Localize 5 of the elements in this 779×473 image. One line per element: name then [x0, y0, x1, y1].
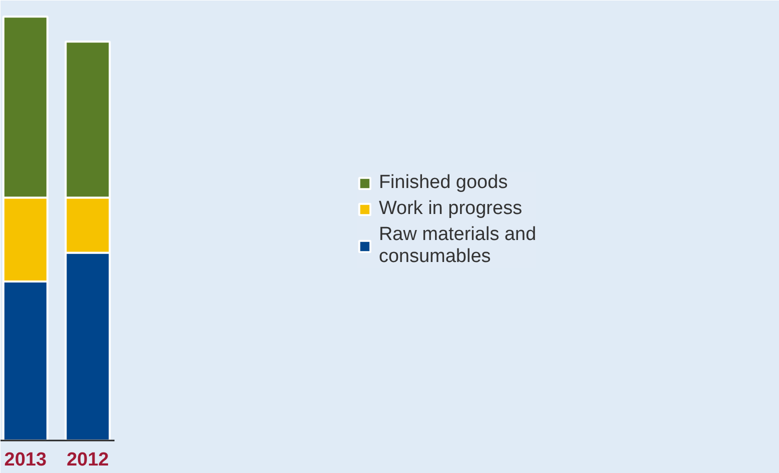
legend-label: Raw materials and consumables — [378, 224, 536, 268]
x-tick-label: 2012 — [66, 450, 109, 470]
legend-label: Finished goods — [378, 172, 508, 194]
legend-label: Work in progress — [378, 198, 522, 220]
x-tick-label: 2013 — [4, 450, 47, 470]
